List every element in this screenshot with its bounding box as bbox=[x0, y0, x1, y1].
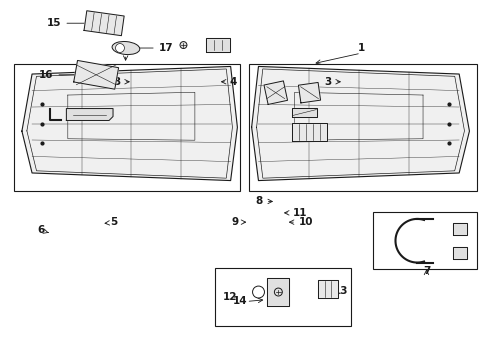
Circle shape bbox=[180, 41, 186, 49]
Text: 13: 13 bbox=[325, 287, 348, 296]
Text: 1: 1 bbox=[357, 43, 364, 53]
Text: 7: 7 bbox=[422, 266, 429, 276]
Bar bbox=[14, 64, 239, 191]
Polygon shape bbox=[66, 109, 113, 121]
Text: 8: 8 bbox=[255, 197, 272, 206]
Text: 17: 17 bbox=[129, 43, 173, 53]
Text: 16: 16 bbox=[39, 70, 92, 80]
Ellipse shape bbox=[112, 41, 140, 55]
Text: 15: 15 bbox=[47, 18, 100, 28]
Text: 12: 12 bbox=[223, 292, 237, 302]
Text: 3: 3 bbox=[113, 77, 129, 87]
Text: 6: 6 bbox=[37, 225, 44, 235]
Polygon shape bbox=[264, 81, 287, 104]
Polygon shape bbox=[206, 38, 230, 52]
Text: 10: 10 bbox=[289, 217, 313, 227]
Polygon shape bbox=[298, 82, 320, 103]
Polygon shape bbox=[291, 108, 317, 117]
Text: 5: 5 bbox=[110, 217, 117, 227]
Polygon shape bbox=[451, 247, 467, 258]
Bar bbox=[249, 64, 476, 191]
Polygon shape bbox=[317, 280, 337, 298]
Text: 2: 2 bbox=[122, 45, 129, 55]
Text: 9: 9 bbox=[231, 217, 245, 227]
Text: 11: 11 bbox=[284, 208, 307, 218]
Polygon shape bbox=[84, 11, 124, 36]
Text: 14: 14 bbox=[232, 296, 246, 306]
Polygon shape bbox=[267, 278, 289, 306]
Ellipse shape bbox=[252, 286, 264, 298]
Circle shape bbox=[274, 288, 282, 296]
Bar bbox=[372, 212, 476, 269]
Text: 3: 3 bbox=[324, 77, 340, 87]
Bar bbox=[215, 267, 350, 327]
Polygon shape bbox=[451, 223, 467, 235]
Polygon shape bbox=[251, 67, 468, 181]
Polygon shape bbox=[22, 67, 237, 181]
Polygon shape bbox=[291, 123, 326, 141]
Ellipse shape bbox=[115, 44, 124, 53]
Polygon shape bbox=[74, 60, 118, 89]
Text: 4: 4 bbox=[221, 77, 237, 87]
